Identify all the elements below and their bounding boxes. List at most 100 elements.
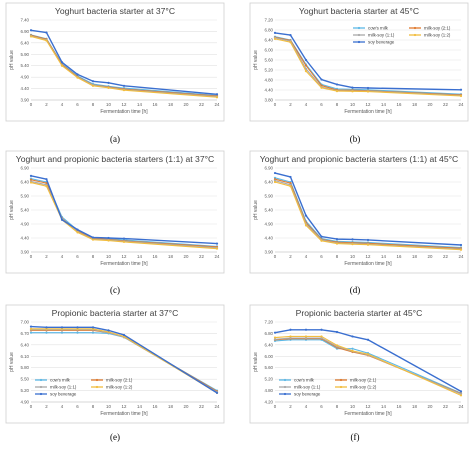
y-tick-label: 5.20 <box>20 388 29 393</box>
data-point <box>335 330 339 334</box>
data-point <box>351 349 354 352</box>
x-tick-label: 12 <box>366 404 371 409</box>
x-tick-label: 2 <box>45 254 48 259</box>
data-point <box>366 353 370 356</box>
x-tick-label: 10 <box>350 102 355 107</box>
x-axis-label: Fermentation time [h] <box>344 411 392 417</box>
y-axis-label: pH value <box>9 200 15 220</box>
data-point <box>45 31 48 34</box>
y-tick-label: 4.20 <box>264 400 273 405</box>
data-point <box>366 338 370 341</box>
legend-label: milk-soy (1:1) <box>368 33 395 38</box>
series-line-soy-beverage <box>30 325 218 394</box>
y-axis-label: pH value <box>9 352 15 372</box>
data-point <box>215 247 219 250</box>
data-point <box>91 238 95 241</box>
y-tick-label: 7.20 <box>264 18 273 23</box>
x-tick-label: 0 <box>274 254 277 259</box>
series-line-soy-beverage <box>274 329 462 392</box>
x-tick-label: 8 <box>336 404 339 409</box>
x-tick-label: 8 <box>92 404 95 409</box>
series-line-soy-beverage <box>30 175 218 245</box>
data-point <box>304 224 308 227</box>
x-tick-label: 12 <box>122 254 127 259</box>
series-line-milk-soy-1-2 <box>30 182 218 250</box>
data-point <box>29 325 33 328</box>
x-tick-label: 12 <box>122 404 127 409</box>
data-point <box>320 78 323 81</box>
legend-label: cow's milk <box>294 378 315 383</box>
x-tick-label: 20 <box>184 102 189 107</box>
y-tick-label: 6.90 <box>264 166 273 171</box>
chart-panel-d: Yoghurt and propionic bacteria starters … <box>249 150 469 274</box>
y-tick-label: 4.90 <box>264 222 273 227</box>
data-point <box>351 90 354 93</box>
data-point <box>335 238 339 241</box>
chart-panel-b: Yoghurt bacteria starter at 45°C 3.80 4.40… <box>249 2 469 122</box>
series-line-milk-soy-1-1 <box>31 329 218 393</box>
data-point <box>459 88 463 91</box>
panel-frame <box>5 150 225 274</box>
data-point <box>29 327 33 330</box>
x-tick-label: 22 <box>199 254 204 259</box>
data-point <box>273 37 277 40</box>
y-tick-label: 5.80 <box>20 365 29 370</box>
data-point <box>60 64 64 67</box>
y-tick-label: 6.40 <box>20 180 29 185</box>
y-tick-label: 4.40 <box>264 88 273 93</box>
data-point <box>320 235 323 238</box>
x-tick-label: 16 <box>153 102 158 107</box>
data-point <box>107 236 110 240</box>
x-tick-label: 24 <box>459 254 464 259</box>
x-tick-label: 24 <box>215 404 220 409</box>
legend-label: milk-soy (1:1) <box>294 385 321 390</box>
legend-marker <box>283 378 287 382</box>
x-tick-label: 6 <box>320 404 323 409</box>
data-point <box>320 328 323 331</box>
x-tick-label: 20 <box>428 254 433 259</box>
data-point <box>45 327 48 330</box>
y-tick-label: 6.40 <box>264 342 273 347</box>
y-tick-label: 6.80 <box>264 331 273 336</box>
legend-marker <box>357 40 361 44</box>
legend-label: soy beverage <box>50 392 77 397</box>
chart-panel-f: Propionic bacteria starter at 45°C 4.20 4.… <box>249 304 469 424</box>
x-tick-label: 2 <box>289 102 292 107</box>
y-tick-label: 5.40 <box>20 63 29 68</box>
legend-marker <box>39 385 43 389</box>
x-tick-label: 16 <box>397 102 402 107</box>
data-point <box>335 344 339 347</box>
data-point <box>60 326 64 329</box>
legend-marker <box>413 33 417 37</box>
legend-label: milk-soy (1:2) <box>424 33 451 38</box>
legend-label: milk-soy (1:2) <box>106 385 133 390</box>
data-point <box>289 336 292 340</box>
legend-label: milk-soy (2:1) <box>350 378 377 383</box>
series-line-cows-milk <box>274 339 462 394</box>
panel-caption: (f) <box>351 432 360 442</box>
data-point <box>107 86 110 89</box>
x-tick-label: 14 <box>381 254 386 259</box>
data-point <box>320 86 323 89</box>
y-tick-label: 5.60 <box>264 58 273 63</box>
y-tick-label: 3.80 <box>264 98 273 103</box>
x-tick-label: 6 <box>76 102 79 107</box>
data-point <box>45 326 48 329</box>
chart-title: Yoghurt and propionic bacteria starters … <box>260 154 459 164</box>
x-tick-label: 4 <box>61 102 64 107</box>
x-axis-label: Fermentation time [h] <box>344 261 392 267</box>
data-point <box>29 35 33 38</box>
y-tick-label: 5.20 <box>264 68 273 73</box>
x-tick-label: 14 <box>381 404 386 409</box>
y-axis-label: pH value <box>253 50 259 70</box>
legend-marker <box>283 392 287 396</box>
x-tick-label: 10 <box>106 102 111 107</box>
data-point <box>273 180 277 184</box>
data-point <box>29 331 33 334</box>
data-point <box>320 335 323 338</box>
panel-frame <box>249 150 469 274</box>
data-point <box>304 214 308 217</box>
y-tick-label: 6.40 <box>264 38 273 43</box>
x-tick-label: 0 <box>30 102 33 107</box>
data-point <box>304 64 308 67</box>
